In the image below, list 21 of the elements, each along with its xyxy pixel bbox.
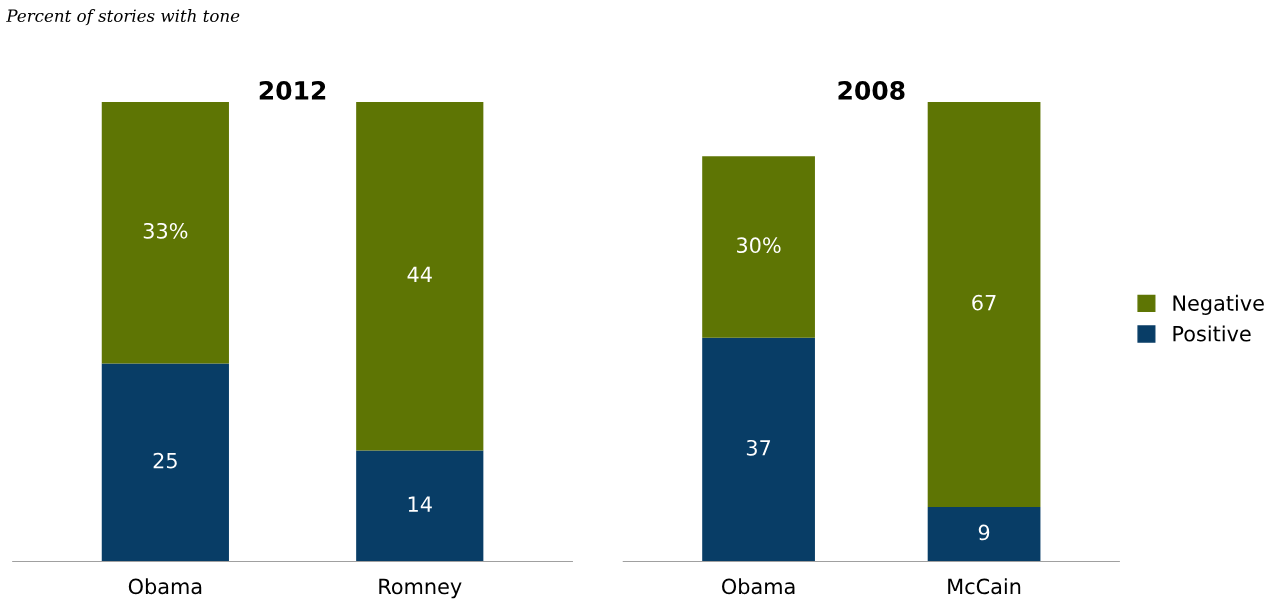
data-label: 37 [746, 439, 771, 456]
data-label: 30% [737, 237, 781, 254]
chart-title: 2008 [838, 80, 905, 100]
legend-label: Negative [1173, 294, 1264, 315]
bar [927, 507, 1041, 562]
data-label: 67 [972, 294, 996, 311]
data-label: 14 [408, 496, 432, 512]
bar [927, 101, 1041, 508]
x-tick-label: Obama [722, 578, 795, 595]
bar [702, 337, 815, 562]
data-label: 25 [153, 452, 177, 469]
legend-label: Positive [1173, 325, 1251, 342]
bar [702, 156, 815, 338]
chart-subtitle: Percent of stories with tone [6, 9, 240, 26]
data-label: 33% [143, 222, 188, 239]
chart-title: 2012 [259, 80, 326, 100]
data-label: 44 [407, 266, 432, 282]
x-tick-label: Romney [379, 578, 462, 599]
x-tick-label: Obama [128, 578, 202, 595]
x-tick-label: McCain [948, 578, 1021, 595]
data-label: 9 [978, 524, 990, 541]
